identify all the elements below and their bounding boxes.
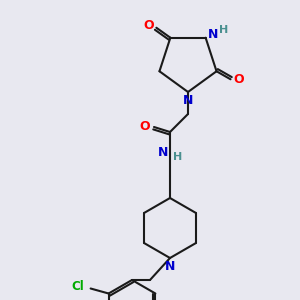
Text: O: O xyxy=(140,119,150,133)
Text: O: O xyxy=(233,73,244,86)
Text: N: N xyxy=(183,94,193,106)
Text: N: N xyxy=(158,146,168,160)
Text: H: H xyxy=(219,25,228,35)
Text: H: H xyxy=(173,152,183,162)
Text: O: O xyxy=(143,19,154,32)
Text: N: N xyxy=(207,28,218,41)
Text: Cl: Cl xyxy=(71,280,84,293)
Text: N: N xyxy=(165,260,175,272)
